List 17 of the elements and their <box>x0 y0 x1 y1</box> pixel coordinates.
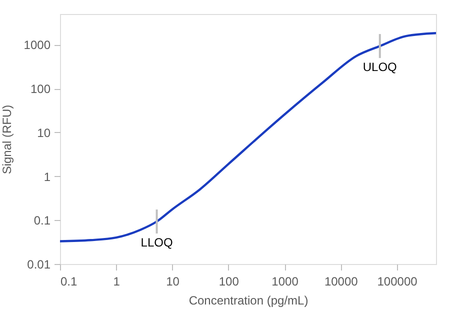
x-tick-label: 10 <box>166 274 180 288</box>
annotation: LLOQ <box>140 236 173 250</box>
x-tick-label: 100 <box>218 274 240 288</box>
x-tick-label: 0.1 <box>60 274 78 288</box>
x-tick-label: 1 <box>113 274 120 288</box>
x-tick-label: 100000 <box>377 274 418 288</box>
y-tick-label: 1000 <box>24 38 51 52</box>
y-tick-label: 100 <box>30 82 51 96</box>
annotation: ULOQ <box>362 60 397 74</box>
x-axis-title: Concentration (pg/mL) <box>188 294 308 308</box>
y-tick-label: 10 <box>37 126 51 140</box>
x-tick-label: 1000 <box>272 274 299 288</box>
y-tick-label: 0.1 <box>34 214 51 228</box>
x-tick-label: 10000 <box>324 274 358 288</box>
y-tick-label: 1 <box>44 170 51 184</box>
y-axis-title: Signal (RFU) <box>0 104 14 174</box>
y-tick-label: 0.01 <box>27 258 51 272</box>
